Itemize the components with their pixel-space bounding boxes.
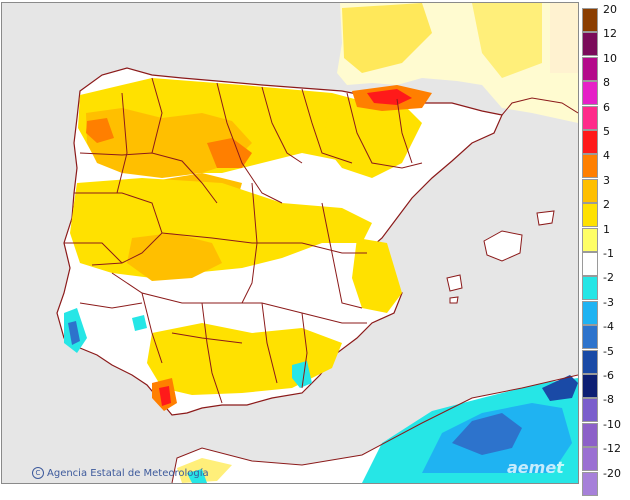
hot-zone-pyrenees-core: [367, 89, 412, 105]
legend-label: 4: [603, 149, 610, 163]
legend-swatch: [582, 471, 598, 496]
france-coast: [501, 97, 578, 116]
warm-zone-center-core: [127, 233, 222, 281]
legend-label: 5: [603, 125, 610, 138]
africa-cold-zone: [187, 469, 207, 483]
hot-zone-galicia: [86, 118, 114, 143]
legend-label: -1: [603, 247, 614, 260]
africa-cold-zone: [452, 413, 522, 455]
legend-swatch: [582, 178, 598, 203]
legend-label: -3: [603, 295, 614, 309]
legend-label: 20: [603, 3, 617, 16]
cold-zone-portugal: [68, 321, 80, 345]
watermark-logo: aemet: [507, 458, 564, 477]
france-warm-zone: [342, 3, 432, 73]
legend-swatch: [582, 374, 598, 398]
legend-label: 10: [603, 51, 617, 65]
legend-swatch: [582, 130, 598, 154]
legend-label: -6: [603, 369, 614, 382]
anomaly-map: C Agencia Estatal de Meteorología aemet: [1, 2, 579, 484]
legend-swatch: [582, 203, 598, 228]
cold-zone-granada: [132, 315, 147, 331]
legend-swatch: [582, 422, 598, 447]
france-eastern-edge: [550, 3, 578, 73]
legend-swatch: [582, 56, 598, 81]
legend-label: -2: [603, 271, 614, 285]
copyright-icon: C: [32, 467, 44, 479]
warm-zone-ebro: [322, 98, 422, 178]
legend-swatch: [582, 325, 598, 350]
legend-label: -5: [603, 344, 614, 358]
legend-label: 6: [603, 100, 610, 114]
legend-swatch: [582, 300, 598, 325]
legend-label: -20: [603, 466, 621, 480]
legend-label: -4: [603, 320, 614, 334]
legend-swatch: [582, 32, 598, 57]
legend-label: -8: [603, 393, 614, 407]
regional-borders: [64, 77, 423, 404]
legend-swatch: [582, 276, 598, 301]
legend-swatch: [582, 447, 598, 472]
legend-label: -12: [603, 442, 621, 456]
legend-swatch: [582, 8, 598, 32]
legend-swatch: [582, 252, 598, 276]
legend-swatch: [582, 349, 598, 374]
credit-text: Agencia Estatal de Meteorología: [47, 467, 209, 479]
menorca-island: [536, 210, 555, 226]
legend-swatch: [582, 154, 598, 179]
hot-zone-cadiz-core: [159, 386, 171, 406]
legend-label: -10: [603, 417, 621, 431]
legend-swatch: [582, 398, 598, 423]
credit-line: C Agencia Estatal de Meteorología: [32, 467, 209, 479]
mallorca-island: [483, 230, 523, 262]
legend-label: 12: [603, 27, 617, 41]
legend-label: 3: [603, 173, 610, 187]
france-warm-zone: [472, 3, 542, 78]
ibiza-island: [446, 274, 463, 292]
formentera-island: [449, 296, 459, 304]
africa-cold-zone: [542, 375, 578, 401]
legend-label: 2: [603, 198, 610, 212]
legend-label: 8: [603, 76, 610, 90]
cold-zone-almeria: [292, 361, 312, 388]
warm-zone-levante: [352, 238, 402, 313]
warm-zone-northwest: [86, 108, 252, 178]
legend-swatch: [582, 227, 598, 252]
legend-swatch: [582, 105, 598, 130]
map-canvas: [2, 3, 578, 483]
legend-label: 1: [603, 222, 610, 236]
africa-coast: [171, 374, 578, 483]
legend-swatch: [582, 81, 598, 106]
